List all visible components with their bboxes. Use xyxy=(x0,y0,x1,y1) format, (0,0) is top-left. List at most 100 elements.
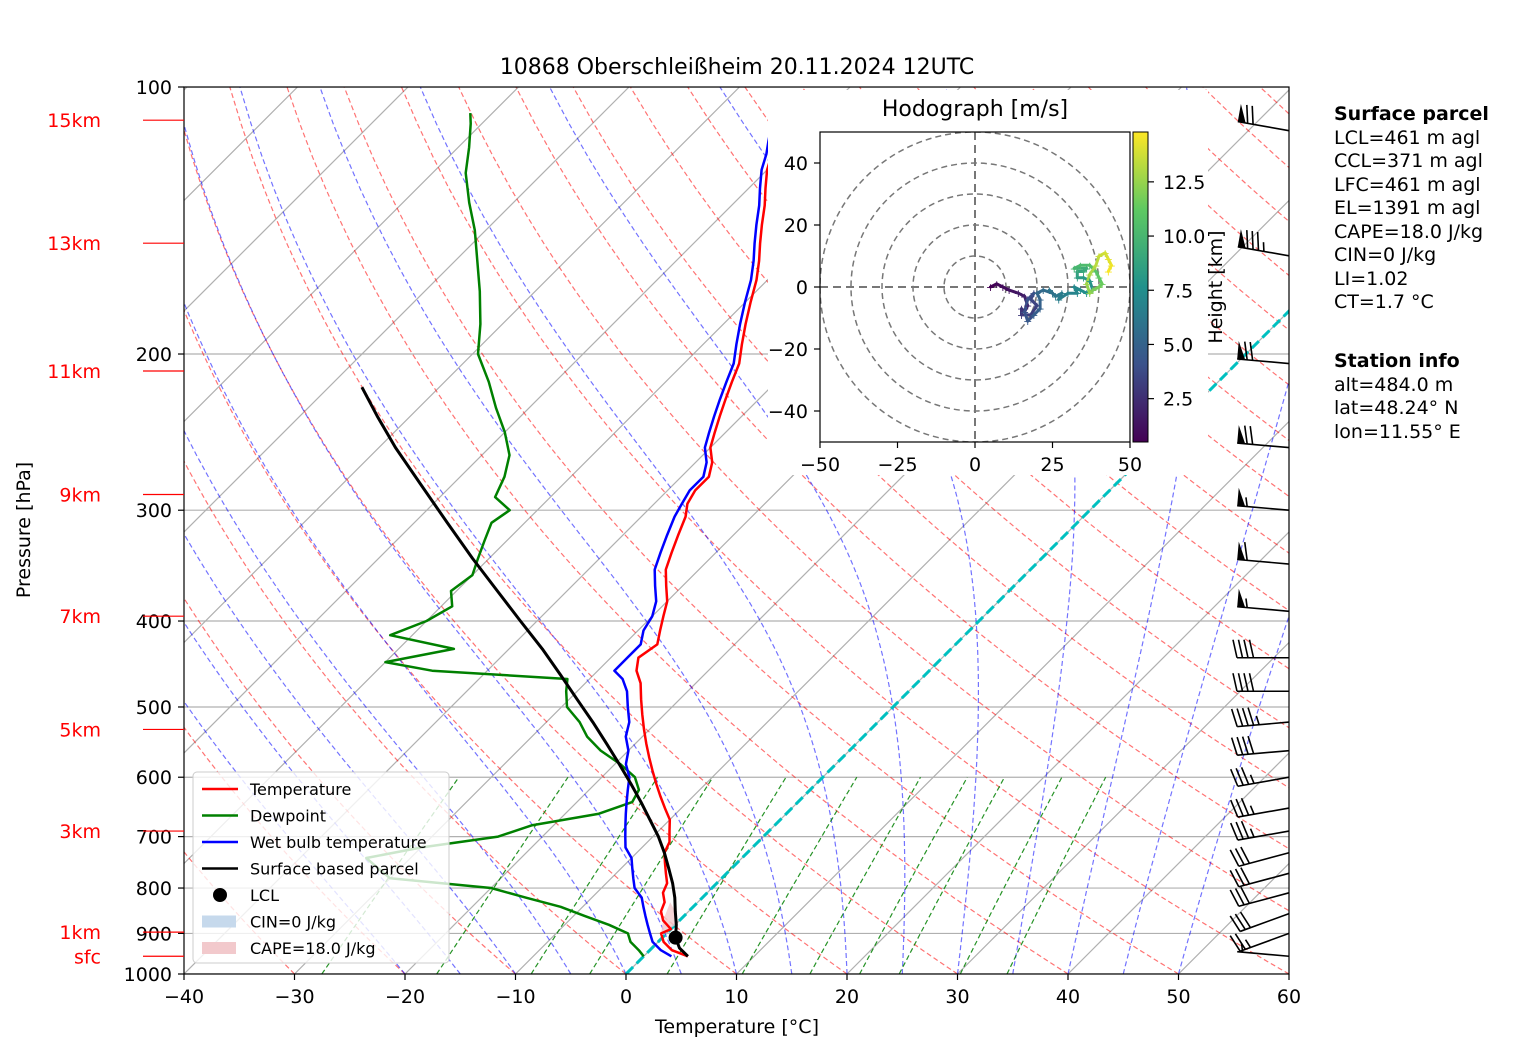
hodograph-point: + xyxy=(1104,266,1113,279)
hodograph-point: + xyxy=(1094,272,1103,285)
hodograph-point: + xyxy=(1048,287,1057,300)
dry-adiabat xyxy=(184,460,627,974)
hodograph-colorbar xyxy=(1132,131,1149,443)
legend-label: CIN=0 J/kg xyxy=(250,913,336,932)
isotherm-line xyxy=(957,641,1289,974)
hodograph-point: + xyxy=(1091,259,1100,272)
y-tick-label: 400 xyxy=(136,611,172,633)
height-label: 15km xyxy=(47,110,101,132)
hodograph-point: + xyxy=(1079,272,1088,285)
y-tick-label: 600 xyxy=(136,767,172,789)
wind-barb xyxy=(1229,797,1290,818)
height-label: 13km xyxy=(47,233,101,255)
isotherm-line xyxy=(184,87,409,312)
hodo-x-tick-label: 0 xyxy=(969,454,981,476)
isotherm-line xyxy=(736,420,1289,974)
hodograph-point: + xyxy=(1094,250,1103,263)
hodograph-point: + xyxy=(1014,287,1023,300)
surface-based-parcel-line xyxy=(360,386,689,958)
x-tick-label: 20 xyxy=(835,986,859,1008)
moist-adiabat xyxy=(1122,378,1289,974)
wind-barb xyxy=(1229,820,1290,841)
hodograph-point: + xyxy=(1039,284,1048,297)
wet-bulb-temperature-line xyxy=(613,116,778,958)
hodograph-point: + xyxy=(1076,284,1085,297)
parcel-lcl: LCL=461 m agl xyxy=(1334,126,1481,149)
moist-adiabat xyxy=(239,87,738,974)
hodograph-point: + xyxy=(992,278,1001,291)
hodograph-segment xyxy=(1085,282,1092,295)
legend-swatch xyxy=(202,942,236,954)
hodograph-point: + xyxy=(1029,287,1038,300)
moist-adiabat xyxy=(1177,614,1289,974)
mixing-ratio-line xyxy=(436,776,569,974)
dry-adiabat xyxy=(184,128,848,974)
y-tick-label: 300 xyxy=(136,500,172,522)
hodograph-point: + xyxy=(1076,259,1085,272)
hodograph-point: + xyxy=(1091,266,1100,279)
mixing-ratio-line xyxy=(589,776,714,974)
hodograph: Hodograph [m/s] ++++ ++++++ ++++++++++++ ++… xyxy=(768,90,1227,476)
moist-adiabat xyxy=(184,301,627,974)
moist-adiabat xyxy=(319,87,793,974)
x-tick-label: 40 xyxy=(1056,986,1080,1008)
dry-adiabat xyxy=(400,87,1289,974)
wind-barb xyxy=(1229,911,1290,933)
mixing-ratio-line xyxy=(898,776,1006,974)
hodograph-point: + xyxy=(1070,281,1079,294)
wind-barb xyxy=(1229,886,1290,908)
mixing-ratio-line xyxy=(741,776,858,974)
x-tick-label: −20 xyxy=(385,986,425,1008)
hodograph-segment xyxy=(1088,279,1095,292)
x-tick-label: −40 xyxy=(164,986,204,1008)
isotherm-line xyxy=(184,87,630,533)
mixing-ratio-line xyxy=(666,776,787,974)
hodo-y-tick-label: 0 xyxy=(796,277,808,299)
hodograph-point: + xyxy=(1023,300,1032,313)
parcel-cin: CIN=0 J/kg xyxy=(1334,244,1437,266)
dry-adiabat xyxy=(184,597,516,974)
hodograph-point: + xyxy=(1082,287,1091,300)
axes: −40 −30 −20 −10 0 10 20 30 40 50 60100090080070060… xyxy=(124,77,1301,1008)
height-label: 7km xyxy=(59,606,101,628)
wind-barbs xyxy=(1229,103,1290,958)
hodograph-point: + xyxy=(1054,293,1063,306)
chart-title: 10868 Oberschleißheim 20.11.2024 12UTC xyxy=(500,55,975,80)
dry-adiabat xyxy=(286,87,1069,974)
hodograph-point: + xyxy=(1085,275,1094,288)
hodograph-point: + xyxy=(1082,278,1091,291)
hodograph-point: + xyxy=(1085,269,1094,282)
hodograph-segment xyxy=(1023,297,1030,314)
legend-label: Temperature xyxy=(249,780,351,799)
dry-adiabat xyxy=(343,87,1179,974)
hodograph-point: + xyxy=(1063,287,1072,300)
legend-label: Dewpoint xyxy=(250,807,326,826)
colorbar-tick-label: 2.5 xyxy=(1163,389,1193,411)
hodo-y-tick-label: −40 xyxy=(768,401,808,423)
station-lon: lon=11.55° E xyxy=(1334,420,1461,443)
hodograph-point: + xyxy=(1097,278,1106,291)
station-info-title: Station info xyxy=(1334,350,1460,372)
wind-barb xyxy=(1237,103,1290,132)
hodo-x-tick-label: 50 xyxy=(1118,454,1142,476)
legend-swatch xyxy=(202,915,236,928)
isotherm-line xyxy=(515,199,1289,974)
wind-barb xyxy=(1229,846,1290,867)
legend-swatch xyxy=(213,888,227,902)
hodograph-point: + xyxy=(1035,303,1044,316)
x-tick-label: 60 xyxy=(1277,986,1301,1008)
x-axis-label: Temperature [°C] xyxy=(654,1016,819,1038)
hodograph-point: + xyxy=(1020,306,1029,319)
station-lat: lat=48.24° N xyxy=(1334,397,1459,419)
isotherm-line xyxy=(184,87,519,423)
legend: Temperature Dewpoint Wet bulb temperature S… xyxy=(192,771,450,964)
station-alt: alt=484.0 m xyxy=(1334,373,1454,396)
colorbar-label: Height [km] xyxy=(1205,230,1227,343)
wind-barb xyxy=(1237,541,1290,565)
height-label: 1km xyxy=(59,922,101,944)
x-tick-label: 50 xyxy=(1166,986,1190,1008)
wind-barb xyxy=(1229,867,1290,888)
hodograph-point: + xyxy=(1020,290,1029,303)
